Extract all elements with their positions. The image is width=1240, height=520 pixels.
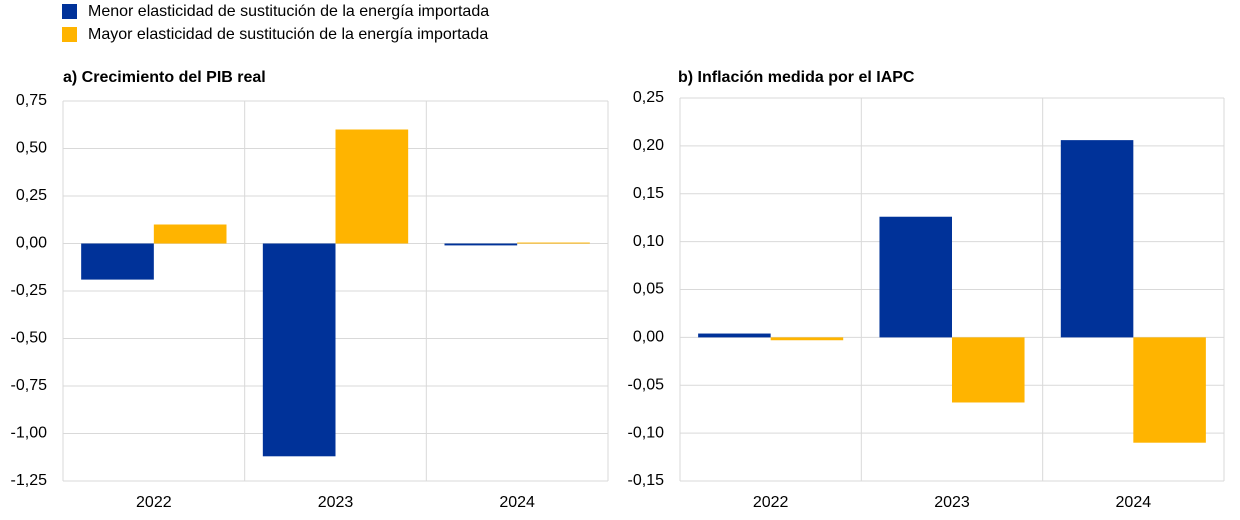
legend-swatch (62, 27, 77, 42)
bar (517, 242, 590, 244)
y-tick-label: 0,50 (16, 140, 47, 157)
bar (698, 333, 771, 338)
y-tick-label: 0,15 (633, 185, 664, 202)
bar (262, 243, 336, 457)
y-tick-label: 0,10 (633, 233, 664, 250)
y-tick-label: -0,10 (628, 424, 665, 441)
chart-title: a) Crecimiento del PIB real (63, 69, 266, 86)
y-tick-label: 0,05 (633, 281, 664, 298)
chart-title: b) Inflación medida por el IAPC (678, 69, 915, 86)
legend-swatch (62, 4, 77, 19)
y-tick-label: -0,50 (11, 330, 48, 347)
bar (81, 243, 154, 280)
x-tick-label: 2023 (318, 494, 354, 511)
y-tick-label: 0,00 (16, 235, 47, 252)
bar (1133, 337, 1206, 443)
bar (335, 129, 409, 244)
bar (1060, 140, 1134, 338)
y-tick-label: 0,00 (633, 329, 664, 346)
y-tick-label: -0,15 (628, 472, 665, 489)
x-tick-label: 2024 (499, 494, 535, 511)
x-tick-label: 2022 (136, 494, 172, 511)
y-tick-label: -1,00 (11, 425, 48, 442)
y-tick-label: 0,75 (16, 92, 47, 109)
y-tick-label: -0,75 (11, 377, 48, 394)
bar (770, 337, 844, 341)
x-tick-label: 2024 (1116, 494, 1152, 511)
bar (952, 337, 1025, 403)
bar (879, 216, 952, 338)
y-tick-label: 0,25 (633, 89, 664, 106)
bar (444, 243, 518, 246)
x-tick-label: 2022 (753, 494, 789, 511)
y-tick-label: -0,25 (11, 282, 48, 299)
legend-label: Mayor elasticidad de sustitución de la e… (88, 26, 488, 43)
bar (153, 224, 227, 244)
x-tick-label: 2023 (934, 494, 970, 511)
y-tick-label: -0,05 (628, 376, 665, 393)
y-tick-label: -1,25 (11, 472, 48, 489)
legend-label: Menor elasticidad de sustitución de la e… (88, 3, 489, 20)
y-tick-label: 0,20 (633, 137, 664, 154)
y-tick-label: 0,25 (16, 187, 47, 204)
